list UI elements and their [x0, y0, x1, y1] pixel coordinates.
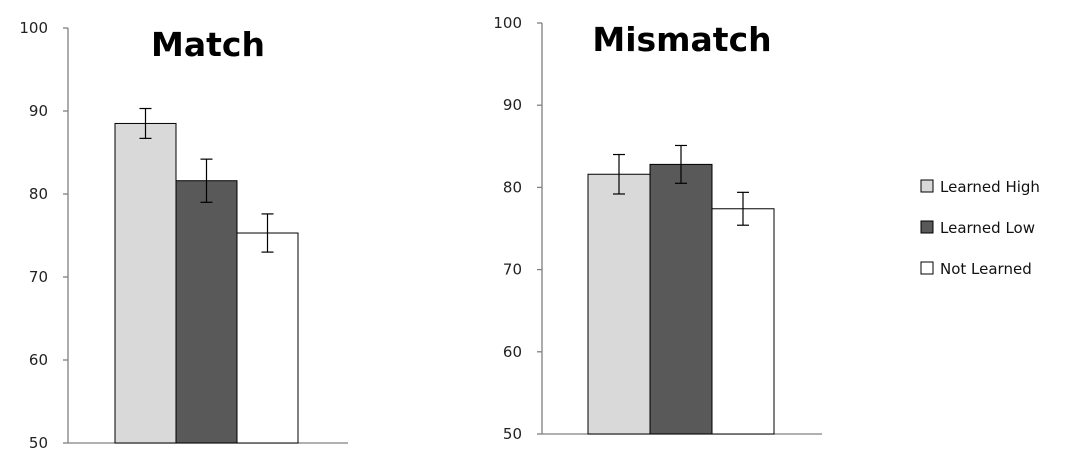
chart-panel-mismatch: Mismatch 50 60 70 80 90 100 [493, 14, 822, 443]
y-tick-label: 100 [19, 19, 48, 37]
legend-item-not-learned: Not Learned [920, 260, 1032, 278]
legend-item-learned-high: Learned High [920, 178, 1040, 196]
bar [236, 232, 299, 444]
bar [114, 122, 177, 444]
legend: Learned High Learned Low Not Learned [920, 178, 1040, 278]
y-tick-label: 80 [29, 185, 48, 203]
y-tick-label: 100 [493, 14, 522, 32]
bar-group [114, 107, 299, 444]
y-tick-label: 50 [29, 434, 48, 450]
y-axis-ticks: 50 60 70 80 90 100 [19, 19, 68, 450]
y-tick-label: 50 [503, 425, 522, 443]
legend-swatch [920, 220, 934, 234]
legend-label: Learned Low [940, 219, 1035, 237]
bar [175, 180, 238, 444]
chart-title: Mismatch [592, 20, 771, 59]
legend-item-learned-low: Learned Low [920, 219, 1035, 237]
bar [649, 163, 713, 435]
y-axis-ticks: 50 60 70 80 90 100 [493, 14, 542, 443]
y-tick-label: 60 [503, 343, 522, 361]
legend-label: Not Learned [940, 260, 1032, 278]
legend-swatch [920, 179, 934, 193]
legend-swatch [920, 261, 934, 275]
chart-title: Match [151, 25, 265, 64]
bar [711, 208, 775, 435]
y-tick-label: 60 [29, 351, 48, 369]
bar [587, 173, 651, 435]
y-tick-label: 90 [503, 96, 522, 114]
legend-label: Learned High [940, 178, 1040, 196]
bar-group [587, 144, 775, 435]
y-tick-label: 70 [29, 268, 48, 286]
y-tick-label: 90 [29, 102, 48, 120]
y-tick-label: 80 [503, 178, 522, 196]
y-tick-label: 70 [503, 261, 522, 279]
chart-panel-match: Match 50 60 70 80 90 100 [19, 19, 348, 450]
